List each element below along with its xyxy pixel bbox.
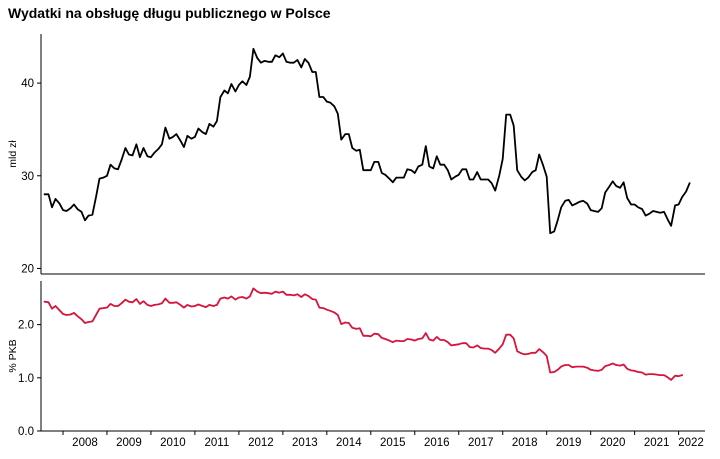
bottom-y-tick-label: 2.0 bbox=[18, 320, 34, 332]
x-tick-label: 2019 bbox=[556, 437, 582, 449]
x-tick-label: 2020 bbox=[600, 437, 626, 449]
x-tick-label: 2013 bbox=[292, 437, 318, 449]
x-tick-label: 2009 bbox=[116, 437, 142, 449]
chart-title: Wydatki na obsługę długu publicznego w P… bbox=[8, 5, 331, 21]
bottom-y-tick-label: 1.0 bbox=[18, 373, 34, 385]
x-tick-label: 2012 bbox=[248, 437, 274, 449]
top-y-tick-label: 30 bbox=[21, 171, 34, 183]
bottom-y-axis-title: % PKB bbox=[7, 339, 19, 372]
top-y-axis-title: mld zł bbox=[7, 140, 19, 168]
x-tick-label: 2016 bbox=[424, 437, 450, 449]
x-tick-label: 2022 bbox=[678, 437, 704, 449]
x-tick-label: 2015 bbox=[380, 437, 406, 449]
top-y-tick-label: 20 bbox=[21, 263, 34, 275]
x-tick-label: 2021 bbox=[644, 437, 670, 449]
bottom-y-tick-label: 0.0 bbox=[18, 426, 34, 438]
x-tick-label: 2008 bbox=[72, 437, 98, 449]
x-tick-label: 2014 bbox=[336, 437, 362, 449]
x-tick-label: 2017 bbox=[468, 437, 494, 449]
x-tick-label: 2011 bbox=[205, 437, 230, 449]
top-series-line bbox=[43, 47, 691, 235]
x-tick-label: 2018 bbox=[512, 437, 538, 449]
bottom-series-line bbox=[43, 287, 683, 381]
x-tick-label: 2010 bbox=[160, 437, 186, 449]
top-y-tick-label: 40 bbox=[21, 78, 34, 90]
